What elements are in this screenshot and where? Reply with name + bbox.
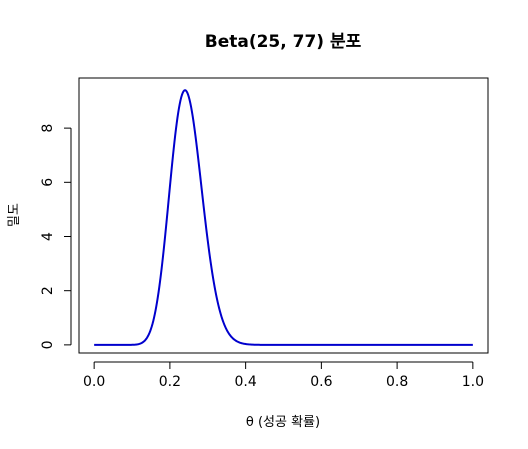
y-axis: 0 2 4 6 8 <box>40 124 72 349</box>
y-tick-label: 4 <box>40 232 56 241</box>
x-tick-label: 0.2 <box>159 374 181 390</box>
chart-title: Beta(25, 77) 분포 <box>205 32 362 52</box>
x-axis-title: θ (성공 확률) <box>246 415 320 430</box>
y-tick-label: 6 <box>40 178 56 187</box>
x-tick-label: 1.0 <box>462 374 484 390</box>
x-tick-label: 0.4 <box>234 374 256 390</box>
y-axis-title: 밀도 <box>7 203 22 227</box>
y-tick-label: 8 <box>40 124 56 133</box>
x-tick-label: 0.6 <box>310 374 332 390</box>
density-curve <box>94 89 473 346</box>
plot-area-border <box>78 77 489 354</box>
x-axis: 0.0 0.2 0.4 0.6 0.8 1.0 <box>83 361 484 390</box>
y-tick-label: 2 <box>40 286 56 295</box>
x-tick-label: 0.0 <box>83 374 105 390</box>
x-tick-label: 0.8 <box>386 374 408 390</box>
y-tick-label: 0 <box>40 340 56 349</box>
